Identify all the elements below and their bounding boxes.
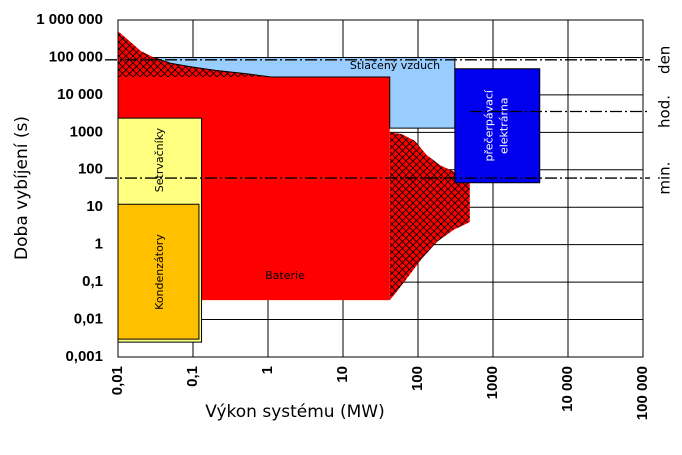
region [454, 68, 541, 184]
plot-frame [117, 19, 644, 358]
y-tick-label: 100 [78, 161, 103, 178]
x-tick-label: 10 000 [559, 366, 576, 412]
hatched-region [389, 132, 470, 301]
y-tick-label: 1 [95, 236, 103, 253]
y-tick-label: 10 [86, 198, 103, 215]
region-label: Kondenzátory [153, 234, 166, 310]
x-axis-label: Výkon systému (MW) [205, 402, 384, 422]
y-tick-label: 0,1 [82, 273, 103, 290]
region-label: Baterie [265, 269, 305, 282]
y-tick-label: 100 000 [49, 48, 103, 65]
region-label: Stlačený vzduch [350, 59, 440, 72]
x-tick-label: 0,1 [184, 366, 201, 387]
region-label: přečerpávací elektrárna [482, 90, 511, 162]
hatched-region [118, 31, 272, 78]
reference-label: hod. [656, 95, 674, 128]
y-tick-label: 0,01 [74, 311, 103, 328]
x-tick-label: 10 [334, 366, 351, 383]
reference-label: min. [656, 162, 674, 195]
x-tick-label: 0,01 [109, 366, 126, 395]
x-tick-label: 100 000 [634, 366, 651, 420]
x-tick-label: 1000 [484, 366, 501, 399]
y-tick-label: 10 000 [57, 86, 103, 103]
x-tick-label: 100 [409, 366, 426, 391]
reference-label: den [656, 46, 674, 74]
y-axis-label: Doba vybíjení (s) [12, 116, 32, 260]
y-tick-label: 1000 [70, 123, 103, 140]
x-tick-label: 1 [259, 366, 276, 374]
region-label: Setrvačníky [153, 127, 166, 192]
y-tick-label: 0,001 [65, 348, 103, 365]
y-tick-label: 1 000 000 [36, 11, 103, 28]
region-label-box: přečerpávací elektrárna [482, 90, 511, 162]
